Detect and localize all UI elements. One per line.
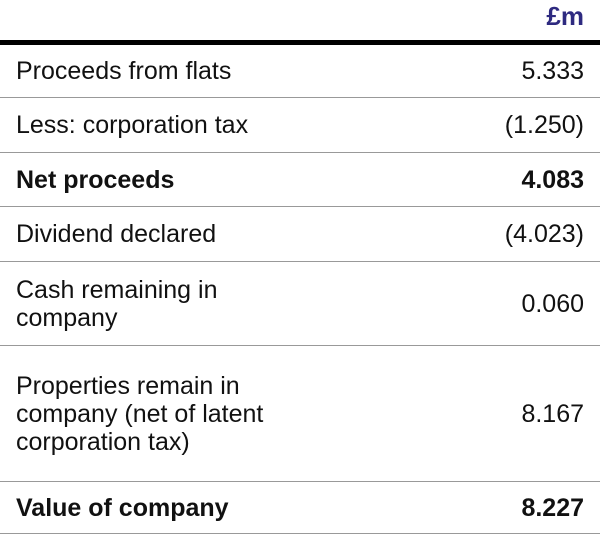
- table-row: Value of company 8.227: [0, 481, 600, 534]
- row-label: Cash remaining in company: [0, 261, 317, 346]
- row-value: (1.250): [317, 97, 600, 153]
- table-row: Properties remain in company (net of lat…: [0, 345, 600, 482]
- table-row: Cash remaining in company 0.060: [0, 261, 600, 346]
- row-label: Net proceeds: [0, 152, 317, 207]
- row-value: 4.083: [317, 152, 600, 207]
- row-label: Properties remain in company (net of lat…: [0, 345, 317, 482]
- table-row: Less: corporation tax (1.250): [0, 97, 600, 153]
- header-row: £m: [0, 0, 600, 45]
- row-value: (4.023): [317, 206, 600, 262]
- table-row: Net proceeds 4.083: [0, 152, 600, 207]
- row-value: 0.060: [317, 261, 600, 346]
- row-label: Dividend declared: [0, 206, 317, 262]
- row-label: Less: corporation tax: [0, 97, 317, 153]
- table-row: Proceeds from flats 5.333: [0, 42, 600, 98]
- row-label: Value of company: [0, 481, 317, 534]
- row-value: 8.227: [317, 481, 600, 534]
- row-label: Proceeds from flats: [0, 42, 317, 98]
- table-row: Dividend declared (4.023): [0, 206, 600, 262]
- header-blank: [0, 0, 317, 45]
- header-unit: £m: [317, 0, 600, 45]
- row-value: 5.333: [317, 42, 600, 98]
- row-value: 8.167: [317, 345, 600, 482]
